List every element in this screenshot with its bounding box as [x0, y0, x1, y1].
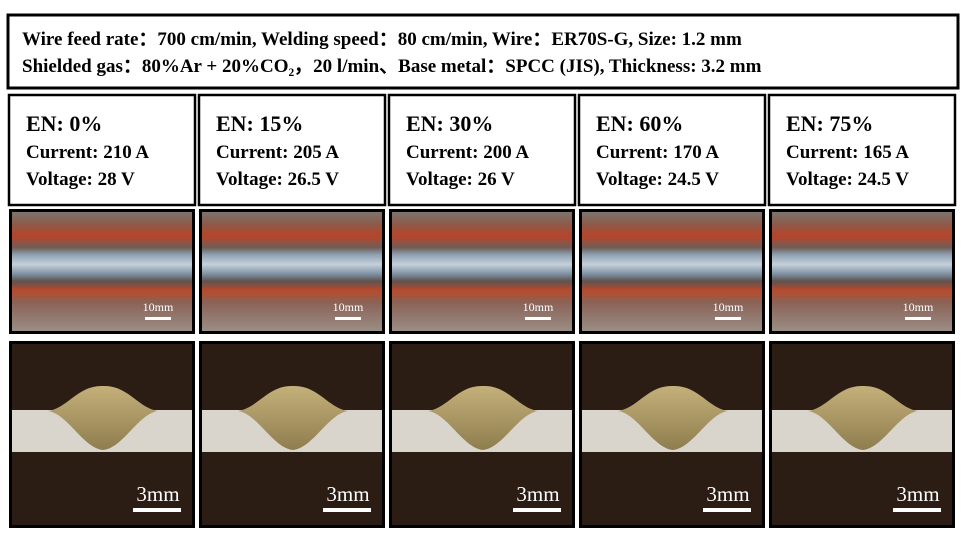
voltage: Voltage: 26 V: [406, 169, 515, 190]
voltage: Voltage: 24.5 V: [596, 169, 719, 190]
surface-scale-bar: [525, 317, 551, 320]
section-scale-bar: [513, 508, 561, 512]
section-scale-bar: [703, 508, 751, 512]
header-line: Shielded gas：80%Ar + 20%CO₂，20 l/min、Bas…: [22, 56, 762, 77]
parameter-cell: [387, 93, 577, 207]
surface-photo: [202, 212, 382, 331]
en-ratio: EN: 75%: [786, 111, 873, 136]
surface-scale-label: 10mm: [333, 300, 364, 314]
voltage: Voltage: 28 V: [26, 169, 135, 190]
surface-scale-bar: [905, 317, 931, 320]
parameter-cell: [577, 93, 767, 207]
header-box: [6, 13, 960, 90]
parameter-cell: [7, 93, 197, 207]
header-line: Wire feed rate：700 cm/min, Welding speed…: [22, 29, 742, 50]
en-ratio: EN: 15%: [216, 111, 303, 136]
surface-scale-label: 10mm: [903, 300, 934, 314]
surface-scale-label: 10mm: [523, 300, 554, 314]
surface-scale-label: 10mm: [143, 300, 174, 314]
surface-scale-bar: [335, 317, 361, 320]
en-ratio: EN: 30%: [406, 111, 493, 136]
surface-scale-label: 10mm: [713, 300, 744, 314]
section-scale-bar: [323, 508, 371, 512]
surface-scale-bar: [145, 317, 171, 320]
surface-photo: [772, 212, 952, 331]
section-scale-label: 3mm: [896, 482, 939, 506]
parameter-cell: [197, 93, 387, 207]
section-scale-bar: [133, 508, 181, 512]
section-scale-label: 3mm: [326, 482, 369, 506]
parameter-cell: [767, 93, 957, 207]
en-ratio: EN: 0%: [26, 111, 102, 136]
current: Current: 210 A: [26, 142, 149, 163]
surface-scale-bar: [715, 317, 741, 320]
voltage: Voltage: 26.5 V: [216, 169, 339, 190]
surface-photo: [392, 212, 572, 331]
current: Current: 200 A: [406, 142, 529, 163]
weld-bead: [48, 385, 158, 450]
surface-photo: [582, 212, 762, 331]
section-scale-label: 3mm: [136, 482, 179, 506]
section-scale-label: 3mm: [516, 482, 559, 506]
section-scale-bar: [893, 508, 941, 512]
current: Current: 165 A: [786, 142, 909, 163]
section-scale-label: 3mm: [706, 482, 749, 506]
weld-bead: [238, 385, 348, 450]
en-ratio: EN: 60%: [596, 111, 683, 136]
columns: EN: 0% Current: 210 A Voltage: 28 V 10mm 3mm…: [7, 93, 957, 528]
surface-photo: [12, 212, 192, 331]
voltage: Voltage: 24.5 V: [786, 169, 909, 190]
weld-bead: [618, 385, 728, 450]
current: Current: 205 A: [216, 142, 339, 163]
weld-bead: [428, 385, 538, 450]
current: Current: 170 A: [596, 142, 719, 163]
weld-bead: [808, 385, 918, 450]
